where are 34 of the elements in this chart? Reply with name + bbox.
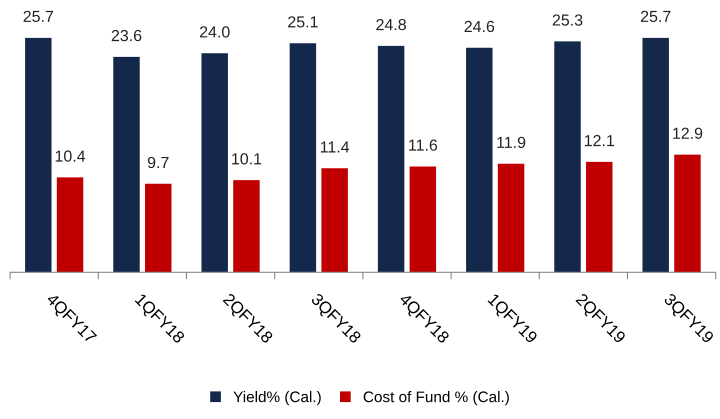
bar	[554, 41, 581, 272]
bar	[321, 168, 348, 272]
data-label: 25.7	[24, 10, 54, 22]
data-label: 11.4	[320, 141, 350, 152]
bar	[498, 164, 524, 272]
bar	[410, 166, 436, 272]
bar	[466, 48, 493, 272]
bar	[642, 38, 669, 272]
legend-label: Cost of Fund % (Cal.)	[364, 391, 509, 406]
data-label: 10.1	[232, 153, 262, 164]
data-label: 25.3	[552, 14, 582, 26]
data-label: 12.9	[673, 128, 702, 139]
bar	[25, 38, 52, 272]
bar	[674, 154, 701, 272]
data-label: 25.1	[288, 16, 318, 28]
bar	[56, 177, 84, 272]
data-label: 25.7	[640, 10, 670, 22]
bar	[290, 43, 316, 272]
data-label: 24.6	[464, 20, 494, 32]
bar	[233, 180, 260, 272]
data-label: 12.1	[584, 134, 614, 146]
data-label: 11.9	[497, 136, 526, 148]
legend-label: Yield% (Cal.)	[233, 391, 321, 406]
data-label: 11.6	[409, 139, 438, 151]
bar	[145, 184, 172, 272]
bar	[113, 56, 140, 272]
data-label: 9.7	[148, 156, 169, 168]
bar	[378, 46, 404, 272]
data-label: 24.0	[200, 26, 230, 38]
data-label: 24.8	[376, 18, 406, 30]
data-label: 10.4	[56, 150, 86, 162]
bar	[586, 162, 612, 272]
data-label: 23.6	[112, 30, 142, 42]
bar	[201, 53, 228, 272]
